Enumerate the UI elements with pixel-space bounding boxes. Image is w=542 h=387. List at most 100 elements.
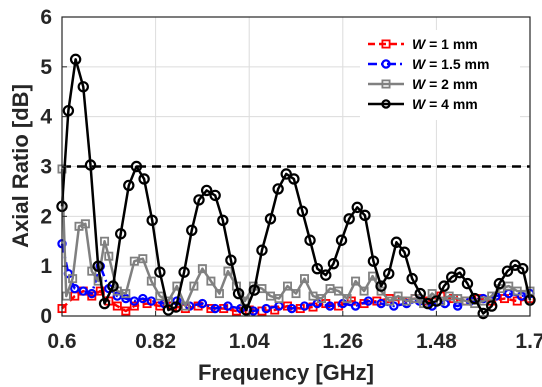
data-point — [256, 244, 268, 256]
data-point — [123, 179, 135, 192]
legend-entry: W = 2 mm — [368, 76, 478, 92]
data-point — [98, 297, 111, 310]
data-point — [197, 264, 207, 274]
data-point — [385, 296, 395, 306]
legend-marker — [381, 39, 391, 49]
data-point — [70, 283, 80, 294]
data-point — [402, 296, 412, 306]
data-point — [468, 292, 481, 305]
data-point — [87, 266, 97, 276]
data-point — [121, 289, 131, 299]
series-line — [60, 58, 532, 315]
data-point — [430, 295, 443, 307]
data-point — [501, 265, 514, 277]
legend-entry: W = 4 mm — [368, 96, 478, 112]
data-point — [217, 214, 229, 227]
data-point — [504, 281, 514, 291]
data-point — [232, 287, 245, 300]
data-point — [453, 294, 463, 304]
data-point — [61, 291, 71, 301]
data-point — [100, 236, 110, 246]
data-point — [80, 219, 90, 229]
data-point — [121, 306, 131, 316]
data-point — [517, 262, 529, 275]
data-point — [115, 228, 127, 240]
data-point — [383, 267, 395, 280]
y-tick-label: 0 — [40, 305, 52, 328]
data-point — [186, 224, 198, 236]
data-point — [223, 266, 233, 276]
data-point — [214, 289, 224, 299]
data-point — [287, 303, 297, 314]
data-point — [95, 286, 105, 296]
x-tick-label: 0.6 — [47, 330, 76, 353]
data-point — [351, 276, 361, 286]
data-point — [438, 280, 450, 292]
data-point — [291, 289, 301, 299]
data-point — [130, 160, 143, 173]
data-point — [264, 213, 277, 225]
data-point — [325, 284, 335, 294]
data-point — [444, 291, 454, 301]
data-point — [320, 269, 332, 281]
data-point — [107, 280, 119, 292]
data-point — [272, 183, 284, 195]
y-tick-label: 6 — [40, 6, 52, 29]
data-point — [375, 280, 387, 292]
y-tick-labels: 0 1 2 3 4 5 6 — [40, 6, 67, 328]
data-point — [376, 298, 386, 309]
data-point — [78, 286, 88, 296]
data-point — [200, 184, 213, 197]
data-point — [454, 266, 466, 279]
data-point — [304, 234, 316, 246]
x-tick-label: 1.04 — [229, 330, 270, 353]
data-point — [393, 291, 403, 301]
data-point — [308, 291, 318, 301]
data-point — [138, 173, 150, 185]
data-point — [84, 159, 97, 171]
data-point — [62, 104, 75, 117]
data-point — [210, 303, 220, 314]
data-point — [493, 277, 506, 290]
data-point — [343, 213, 355, 225]
data-point — [504, 288, 514, 299]
data-point — [376, 286, 386, 296]
legend-marker — [381, 59, 391, 69]
data-point — [248, 284, 261, 296]
x-tick-label: 1.7 — [515, 330, 542, 353]
series-layer — [56, 53, 536, 320]
data-point — [155, 291, 165, 301]
data-point — [406, 272, 418, 285]
data-point — [146, 214, 158, 227]
data-point — [512, 286, 522, 296]
data-point — [180, 301, 190, 311]
data-point — [209, 189, 221, 202]
legend-marker — [381, 99, 391, 109]
data-point — [138, 254, 148, 264]
data-point — [240, 304, 252, 316]
y-tick-label: 1 — [40, 255, 52, 278]
y-axis-label: Axial Ratio [dB] — [8, 84, 33, 248]
data-point — [206, 276, 216, 286]
data-point — [325, 301, 335, 311]
legend-marker — [381, 79, 391, 89]
data-point — [398, 246, 411, 258]
data-point — [197, 298, 208, 309]
data-point — [274, 294, 284, 304]
data-point — [121, 293, 131, 304]
legend-label: W = 1.5 mm — [412, 56, 489, 72]
data-point — [368, 271, 378, 281]
data-point — [334, 286, 344, 296]
data-point — [359, 286, 369, 296]
data-point — [390, 236, 403, 248]
x-tick-label: 1.48 — [416, 330, 457, 353]
x-tick-label: 0.82 — [135, 330, 176, 353]
data-point — [170, 301, 182, 313]
x-axis-label: Frequency [GHz] — [198, 360, 374, 385]
data-point — [129, 296, 140, 306]
y-tick-label: 2 — [40, 205, 52, 228]
data-point — [146, 276, 156, 286]
legend-entry: W = 1 mm — [368, 36, 478, 52]
data-point — [265, 291, 275, 301]
